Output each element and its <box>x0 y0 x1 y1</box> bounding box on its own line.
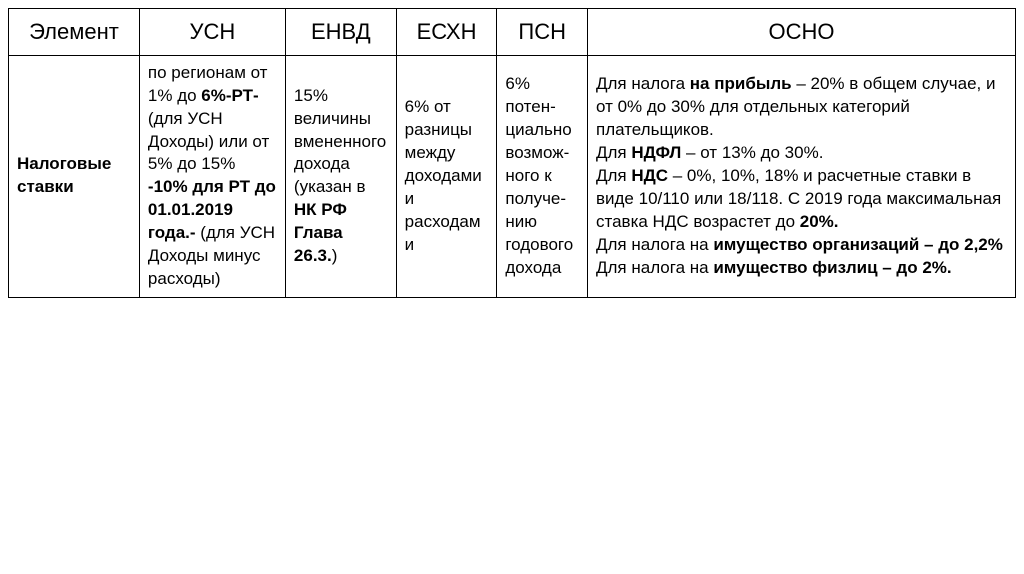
row-label-cell: Налоговые ставки <box>9 55 140 297</box>
table-row: Налоговые ставки по регионам от 1% до 6%… <box>9 55 1016 297</box>
tax-regimes-table: Элемент УСН ЕНВД ЕСХН ПСН ОСНО Налоговые… <box>8 8 1016 298</box>
header-psn: ПСН <box>497 9 588 56</box>
header-eshn: ЕСХН <box>396 9 497 56</box>
cell-osno: Для налога на прибыль – 20% в общем случ… <box>587 55 1015 297</box>
cell-psn: 6% потен-циально возмож-ного к получе-ни… <box>497 55 588 297</box>
header-element: Элемент <box>9 9 140 56</box>
header-usn: УСН <box>139 9 285 56</box>
header-row: Элемент УСН ЕНВД ЕСХН ПСН ОСНО <box>9 9 1016 56</box>
cell-eshn: 6% от разницы между доходами и расходами <box>396 55 497 297</box>
header-osno: ОСНО <box>587 9 1015 56</box>
header-envd: ЕНВД <box>285 9 396 56</box>
cell-envd: 15% величины вмененного дохода (указан в… <box>285 55 396 297</box>
cell-usn: по регионам от 1% до 6%-РТ- (для УСН Дох… <box>139 55 285 297</box>
